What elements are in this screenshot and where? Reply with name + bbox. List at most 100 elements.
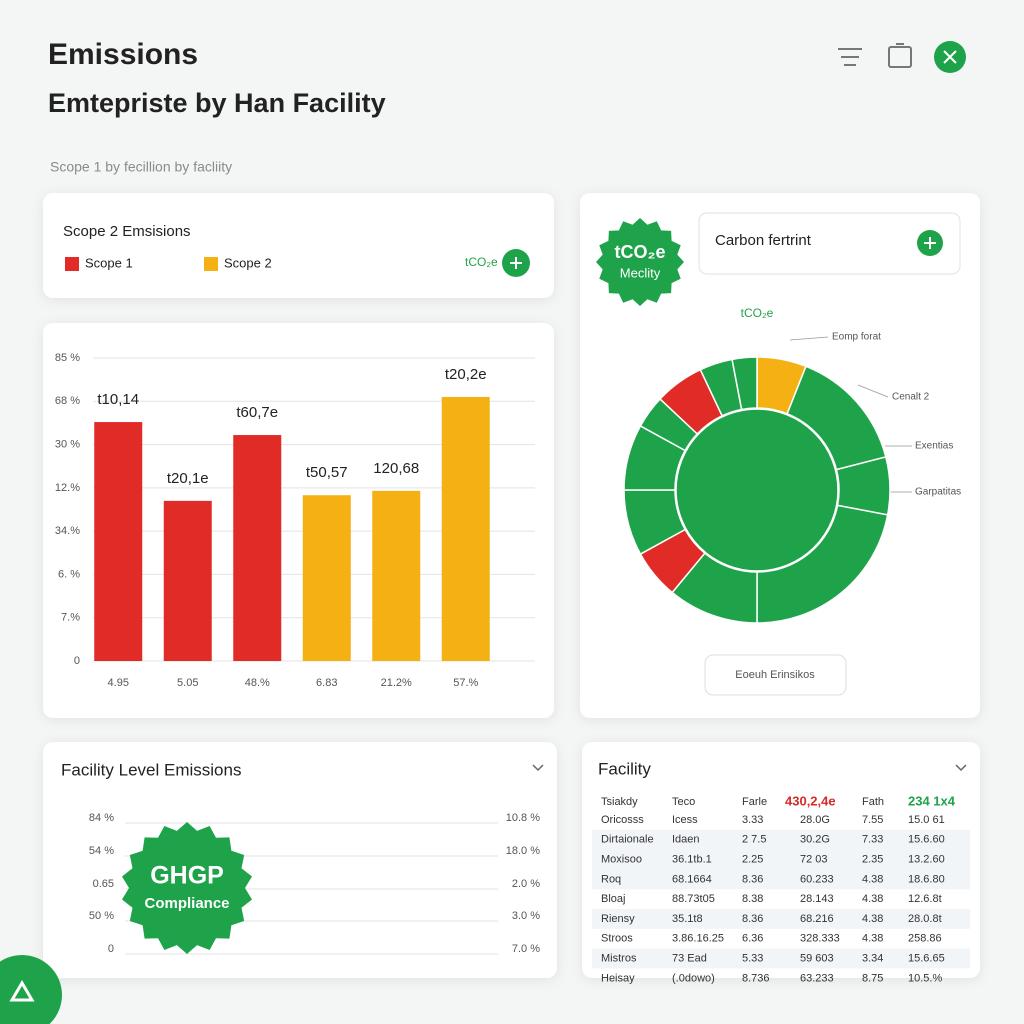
page-title: Emissions [48,38,198,71]
button[interactable] [704,654,847,696]
table-cell: Stroos [601,933,633,945]
table-cell: 7.55 [862,814,883,826]
table-cell: 59 603 [800,953,834,965]
table-header: Tsiakdy [601,796,638,808]
y-tick-label: 12.% [55,482,80,494]
bar [94,422,143,661]
table-cell: (.0dowo) [672,972,715,984]
table-cell: 8.38 [742,893,763,905]
bar [441,396,490,661]
table-cell: 63.233 [800,972,834,984]
legend-label: Scope 2 [224,255,272,270]
row-band [592,829,970,850]
close-button[interactable] [934,41,966,73]
y-tick-label: 7.% [61,612,80,624]
table-cell: Roq [601,873,621,885]
table-cell: Riensy [601,913,635,925]
table-cell: 2.25 [742,854,763,866]
badge-text: GHGP [150,862,224,890]
bar [302,495,351,661]
data-label: t20,2e [445,366,487,383]
table-header: 430,2,4e [785,793,836,808]
table-cell: Moxisoo [601,854,642,866]
y-tick-label: 0 [74,655,80,667]
table-cell: 4.38 [862,873,883,885]
chevron[interactable] [532,764,544,772]
table-cell: 36.1tb.1 [672,854,712,866]
x-tick-label: 48.% [245,677,270,689]
table-cell: 328.333 [800,933,840,945]
badge-text: Meclity [620,265,661,280]
filter-icon[interactable] [838,48,862,66]
table-cell: 2.35 [862,854,883,866]
table-cell: 18.6.80 [908,873,945,885]
chevron[interactable] [955,764,967,772]
table-cell: 4.38 [862,893,883,905]
table-cell: 68.216 [800,913,834,925]
table-cell: Oricosss [601,814,644,826]
table-title: Facility [598,759,651,778]
data-label: t50,57 [306,464,348,481]
left-label: 50 % [89,910,114,922]
table-cell: Heisay [601,972,635,984]
facility-level-title: Facility Level Emissions [61,760,241,779]
right-label: 7.0 % [512,943,540,955]
table-cell: 258.86 [908,933,942,945]
table-cell: 4.38 [862,933,883,945]
y-tick-label: 34.% [55,525,80,537]
table-cell: Icess [672,814,698,826]
bar [372,490,421,661]
legend-swatch [65,257,79,271]
table-cell: 60.233 [800,873,834,885]
x-tick-label: 6.83 [316,677,337,689]
scope-card [43,193,554,298]
left-label: 54 % [89,845,114,857]
table-cell: 8.736 [742,972,770,984]
table-cell: 8.36 [742,873,763,885]
badge-shape [122,822,252,954]
x-tick-label: 4.95 [108,677,129,689]
table-cell: 8.36 [742,913,763,925]
left-label: 0 [108,943,114,955]
badge-text: Compliance [144,895,229,912]
table-cell: 72 03 [800,854,828,866]
x-tick-label: 5.05 [177,677,198,689]
unit-badge [596,218,684,306]
right-label: 10.8 % [506,812,540,824]
export-icon[interactable] [888,43,912,68]
pie-segment [731,356,758,411]
table-cell: 3.86.16.25 [672,933,724,945]
table-cell: 88.73t05 [672,893,715,905]
table-cell: Idaen [672,834,700,846]
table-cell: 4.38 [862,913,883,925]
y-tick-label: 85 % [55,352,80,364]
table-header: 234 1x4 [908,793,956,808]
data-label: t10,14 [97,391,139,408]
row-band [592,869,970,890]
table-cell: 15.0 61 [908,814,945,826]
table-header: Farle [742,796,767,808]
y-tick-label: 68 % [55,395,80,407]
carbon-title: Carbon fertrint [715,232,812,249]
add-button[interactable] [502,249,530,277]
add-button[interactable] [917,230,943,256]
table-cell: 15.6.60 [908,834,945,846]
table-cell: 3.33 [742,814,763,826]
x-tick-label: 57.% [453,677,478,689]
table-header: Fath [862,796,884,808]
y-tick-label: 30 % [55,438,80,450]
table-cell: 73 Ead [672,953,707,965]
recycle-icon[interactable] [0,955,62,1024]
carbon-box [698,212,961,275]
right-label: 18.0 % [506,845,540,857]
table-cell: 3.34 [862,953,883,965]
table-cell: 2 7.5 [742,834,766,846]
table-header: Teco [672,796,695,808]
scope-title: Scope 2 Emsisions [63,223,191,240]
table-cell: 68.1664 [672,873,712,885]
legend-swatch [204,257,218,271]
table-cell: 7.33 [862,834,883,846]
table-cell: 28.143 [800,893,834,905]
button-label[interactable]: Eoeuh Erinsikos [735,669,815,681]
